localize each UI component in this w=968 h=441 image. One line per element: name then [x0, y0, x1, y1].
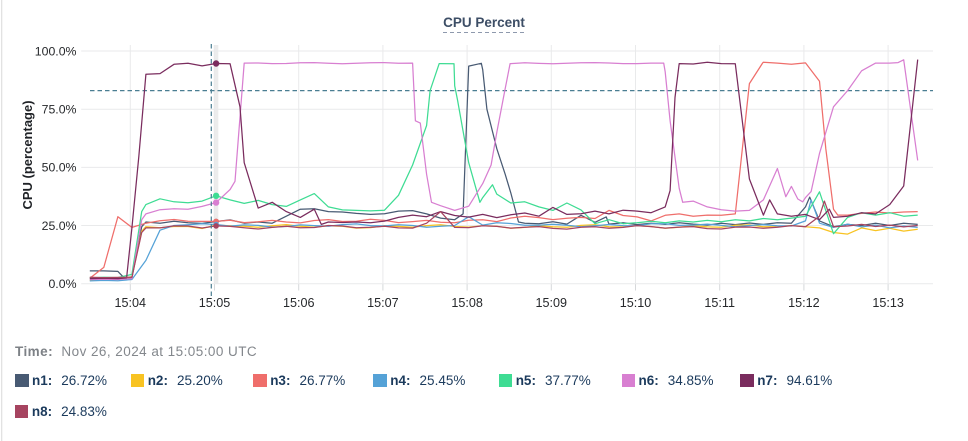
- svg-text:15:13: 15:13: [872, 296, 904, 310]
- svg-text:15:12: 15:12: [788, 296, 820, 310]
- svg-text:CPU (percentage): CPU (percentage): [20, 100, 35, 209]
- svg-text:15:09: 15:09: [536, 296, 568, 310]
- svg-text:15:11: 15:11: [704, 296, 735, 310]
- svg-text:15:07: 15:07: [367, 296, 399, 310]
- svg-text:15:04: 15:04: [115, 296, 147, 310]
- svg-text:0.0%: 0.0%: [48, 277, 76, 291]
- svg-text:50.0%: 50.0%: [42, 161, 77, 175]
- svg-text:15:06: 15:06: [283, 296, 315, 310]
- svg-text:15:05: 15:05: [199, 296, 231, 310]
- svg-text:100.0%: 100.0%: [35, 44, 77, 58]
- svg-text:15:10: 15:10: [620, 296, 652, 310]
- svg-text:75.0%: 75.0%: [42, 103, 77, 117]
- svg-text:15:08: 15:08: [451, 296, 483, 310]
- svg-text:25.0%: 25.0%: [42, 219, 77, 233]
